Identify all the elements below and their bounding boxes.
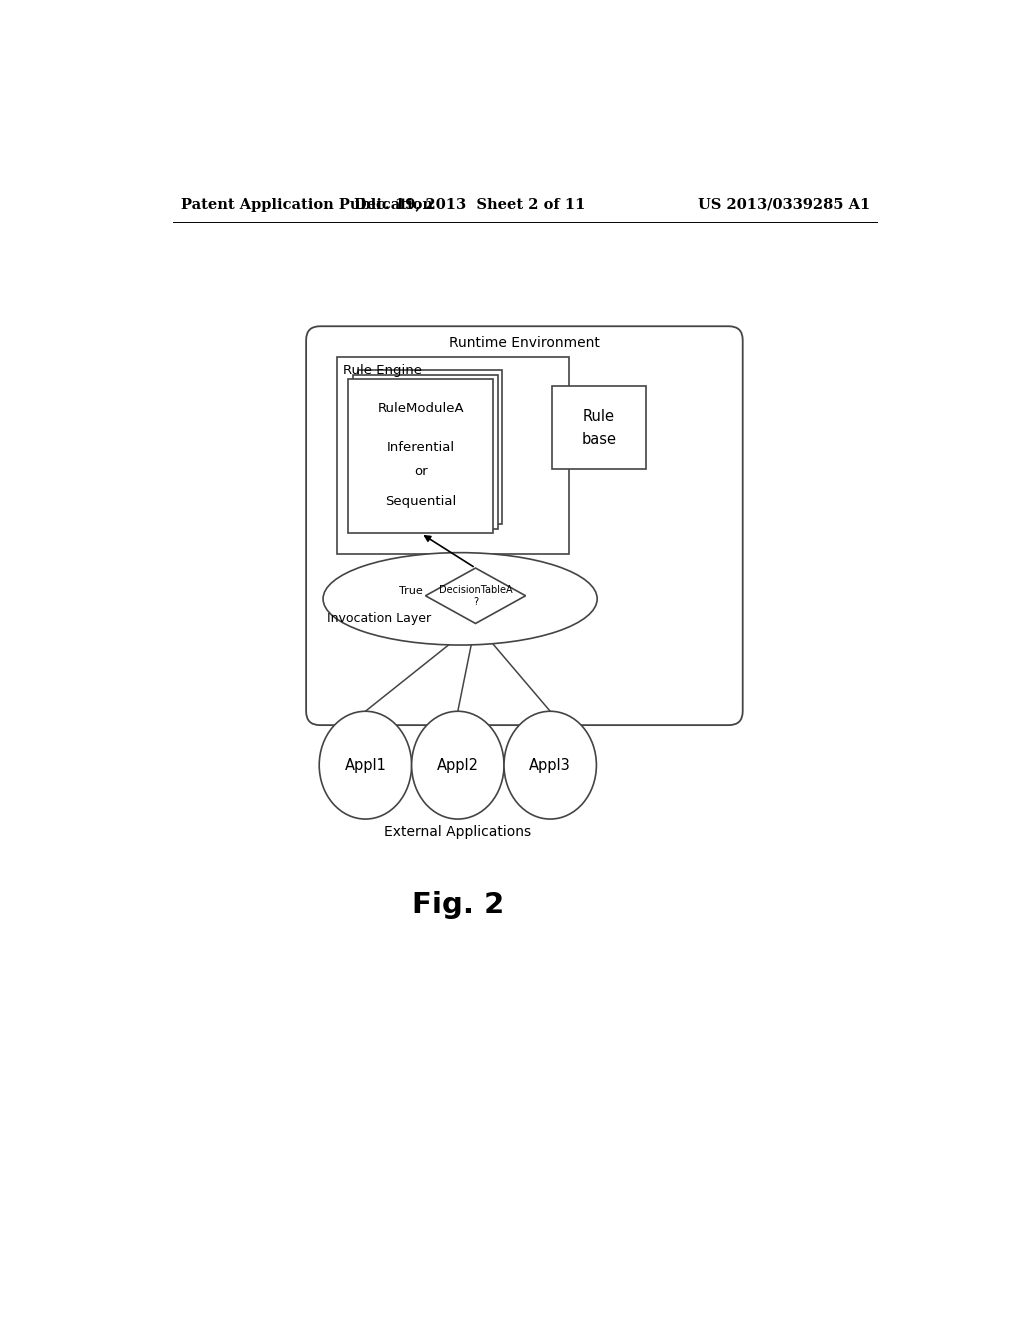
FancyBboxPatch shape bbox=[348, 379, 494, 533]
FancyBboxPatch shape bbox=[306, 326, 742, 725]
Text: External Applications: External Applications bbox=[384, 825, 531, 840]
Text: Inferential: Inferential bbox=[387, 441, 455, 454]
FancyBboxPatch shape bbox=[353, 375, 498, 529]
Text: Appl1: Appl1 bbox=[344, 758, 386, 772]
FancyBboxPatch shape bbox=[357, 370, 503, 524]
FancyBboxPatch shape bbox=[552, 385, 646, 469]
Ellipse shape bbox=[323, 553, 597, 645]
Polygon shape bbox=[425, 568, 525, 623]
Text: DecisionTableA
?: DecisionTableA ? bbox=[438, 585, 512, 607]
Text: US 2013/0339285 A1: US 2013/0339285 A1 bbox=[697, 198, 869, 211]
Text: Fig. 2: Fig. 2 bbox=[412, 891, 504, 919]
Text: Invocation Layer: Invocation Layer bbox=[327, 611, 431, 624]
Text: Dec. 19, 2013  Sheet 2 of 11: Dec. 19, 2013 Sheet 2 of 11 bbox=[353, 198, 585, 211]
Text: base: base bbox=[582, 432, 616, 447]
Text: RuleModuleA: RuleModuleA bbox=[378, 403, 464, 416]
Text: Appl3: Appl3 bbox=[529, 758, 571, 772]
Ellipse shape bbox=[319, 711, 412, 818]
Text: Rule Engine: Rule Engine bbox=[343, 364, 422, 378]
Text: Patent Application Publication: Patent Application Publication bbox=[180, 198, 432, 211]
Text: or: or bbox=[414, 465, 428, 478]
Text: True: True bbox=[398, 586, 422, 597]
Ellipse shape bbox=[504, 711, 596, 818]
Ellipse shape bbox=[412, 711, 504, 818]
Text: Appl2: Appl2 bbox=[437, 758, 479, 772]
Text: Sequential: Sequential bbox=[385, 495, 457, 508]
Text: Runtime Environment: Runtime Environment bbox=[449, 337, 600, 350]
Text: Rule: Rule bbox=[583, 409, 614, 424]
FancyBboxPatch shape bbox=[337, 358, 569, 554]
